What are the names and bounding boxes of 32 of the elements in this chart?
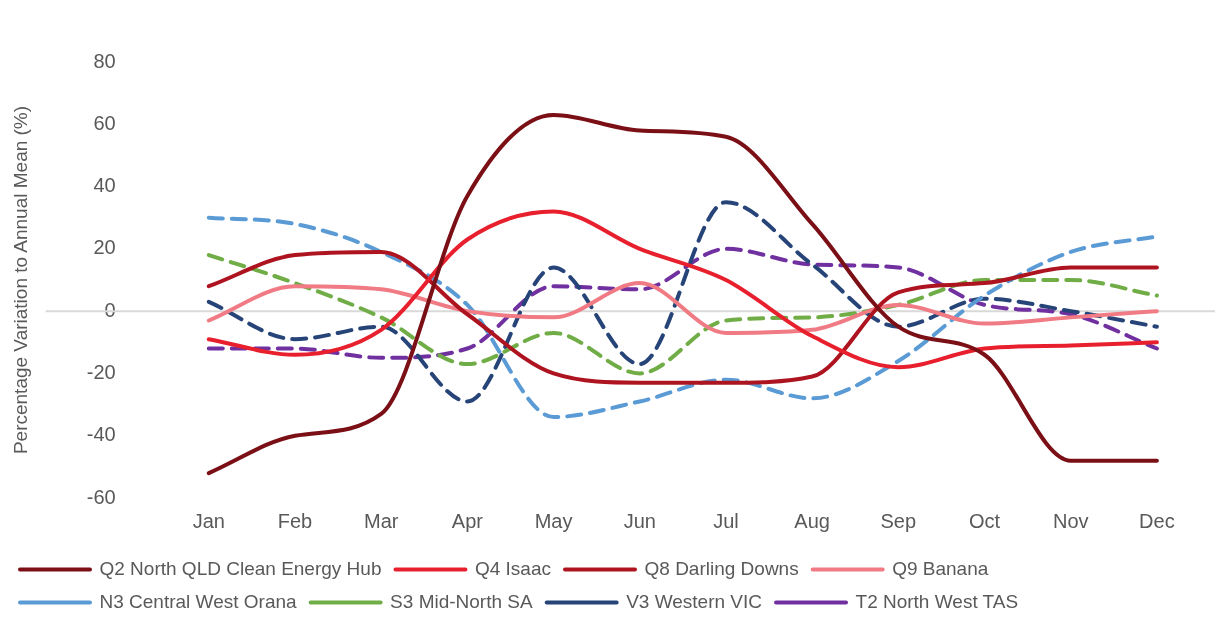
- x-tick-label: Jan: [192, 509, 225, 532]
- y-tick-label: -20: [86, 360, 116, 383]
- x-tick-label: May: [534, 509, 573, 532]
- x-tick-label: Jun: [623, 509, 656, 532]
- y-tick-label: 40: [93, 174, 116, 197]
- line-series: [206, 209, 1159, 370]
- x-tick-label: Feb: [277, 509, 313, 532]
- y-axis-title: Percentage Variation to Annual Mean (%): [9, 105, 31, 455]
- x-tick-label: Oct: [968, 509, 1001, 532]
- line-series: [206, 112, 1159, 476]
- x-tick-label: Apr: [451, 509, 484, 532]
- x-tick-label: Mar: [363, 509, 399, 532]
- y-tick-label: 20: [93, 236, 116, 259]
- legend-label: N3 Central West Orana: [99, 590, 298, 612]
- legend-label: S3 Mid-North SA: [390, 590, 533, 612]
- x-tick-label: Sep: [880, 509, 917, 532]
- y-tick-label: 60: [93, 111, 116, 134]
- legend-label: Q8 Darling Downs: [644, 557, 799, 579]
- x-tick-label: Aug: [794, 509, 830, 532]
- y-tick-label: 80: [93, 49, 116, 72]
- y-tick-label: -60: [86, 485, 116, 508]
- x-tick-label: Jul: [713, 509, 739, 532]
- y-tick-label: -40: [86, 423, 116, 446]
- legend-label: T2 North West TAS: [855, 590, 1019, 612]
- legend-label: V3 Western VIC: [626, 590, 763, 612]
- x-tick-label: Dec: [1139, 509, 1175, 532]
- line-series: [206, 281, 1159, 335]
- line-series: [206, 246, 1159, 360]
- legend-label: Q9 Banana: [892, 557, 989, 579]
- legend-label: Q2 North QLD Clean Energy Hub: [99, 557, 382, 579]
- legend-label: Q4 Isaac: [474, 557, 552, 579]
- x-tick-label: Nov: [1052, 509, 1089, 532]
